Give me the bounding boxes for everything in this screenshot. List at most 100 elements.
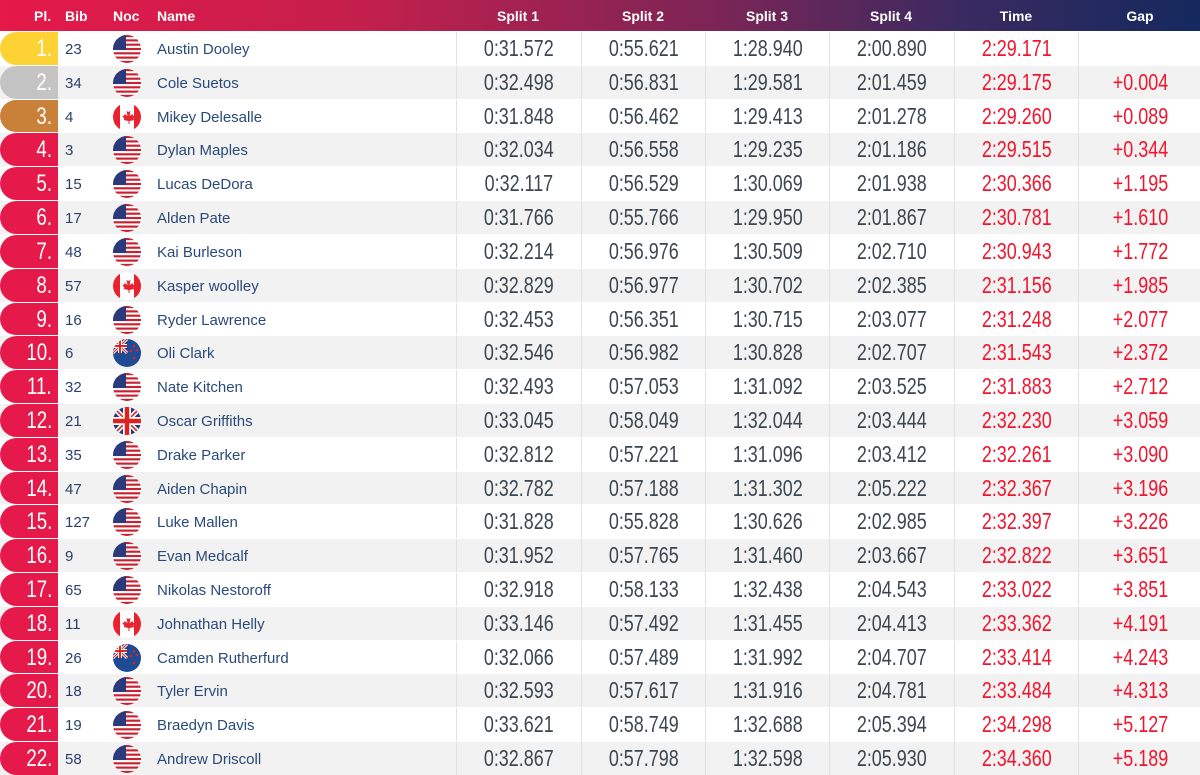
time-cell: 2:29.171 [954, 32, 1079, 65]
place-badge: 20. [0, 674, 58, 708]
split4-cell: 2:05.222 [829, 471, 954, 505]
split2-cell: 0:57.765 [581, 539, 706, 572]
split2-cell: 0:55.621 [581, 32, 706, 65]
table-row: 9. 16 Ryder Lawrence 0:32.453 0:56.351 1:30… [0, 301, 1200, 336]
split3-cell: 1:30.626 [705, 505, 830, 539]
split2-cell: 0:56.977 [581, 268, 706, 302]
gap-cell: +3.651 [1078, 539, 1200, 572]
place-badge: 5. [0, 167, 58, 201]
split4-cell: 2:05.394 [829, 708, 954, 742]
place-badge: 4. [0, 133, 58, 167]
header-noc: Noc [113, 8, 140, 24]
split2-cell: 0:55.766 [581, 201, 706, 234]
split2-cell: 0:56.831 [581, 65, 706, 99]
bib-number: 58 [65, 751, 82, 769]
place-badge: 10. [0, 336, 58, 370]
header-place: Pl. [34, 8, 52, 24]
split2-cell: 0:56.462 [581, 99, 706, 133]
place-badge: 15. [0, 505, 58, 539]
bib-number: 4 [65, 108, 74, 126]
flag-usa-icon [113, 745, 141, 774]
table-row: 19. 26 Camden Rutherfurd 0:32.066 0:57.489… [0, 639, 1200, 674]
time-cell: 2:32.822 [954, 539, 1079, 572]
table-row: 8. 57 Kasper woolley 0:32.829 0:56.977 1:30… [0, 267, 1200, 302]
bib-number: 57 [65, 277, 82, 295]
table-row: 21. 19 Braedyn Davis 0:33.621 0:58.749 1:32… [0, 707, 1200, 742]
gap-cell: +4.313 [1078, 674, 1200, 708]
split2-cell: 0:57.617 [581, 674, 706, 708]
flag-can-icon [113, 609, 141, 638]
athlete-name: Camden Rutherfurd [157, 649, 289, 667]
table-row: 12. 21 Oscar Griffiths 0:33.045 0:58.049 1:… [0, 402, 1200, 437]
split1-cell: 0:32.867 [456, 742, 581, 775]
bib-number: 6 [65, 345, 74, 363]
split4-cell: 2:02.710 [829, 234, 954, 268]
bib-number: 18 [65, 683, 82, 701]
athlete-name: Cole Suetos [157, 74, 239, 92]
split2-cell: 0:57.798 [581, 742, 706, 775]
table-row: 13. 35 Drake Parker 0:32.812 0:57.221 1:31.… [0, 436, 1200, 471]
place-badge: 16. [0, 539, 58, 572]
split2-cell: 0:57.221 [581, 437, 706, 471]
flag-usa-icon [113, 474, 141, 503]
time-cell: 2:33.022 [954, 573, 1079, 606]
athlete-name: Braedyn Davis [157, 717, 255, 735]
athlete-name: Ryder Lawrence [157, 311, 267, 329]
flag-can-icon [113, 102, 141, 131]
time-cell: 2:32.230 [954, 403, 1079, 437]
gap-cell: +4.191 [1078, 606, 1200, 640]
split3-cell: 1:32.598 [705, 742, 830, 775]
table-row: 4. 3 Dylan Maples 0:32.034 0:56.558 1:29.23… [0, 132, 1200, 167]
split3-cell: 1:29.413 [705, 99, 830, 133]
split2-cell: 0:58.133 [581, 573, 706, 606]
flag-nzl-icon [113, 643, 141, 672]
place-badge: 11. [0, 370, 58, 403]
bib-number: 15 [65, 176, 82, 194]
table-row: 10. 6 Oli Clark 0:32.546 0:56.982 1:30.828 2… [0, 335, 1200, 370]
bib-number: 21 [65, 412, 82, 430]
time-cell: 2:33.362 [954, 606, 1079, 640]
split1-cell: 0:31.572 [456, 32, 581, 65]
split3-cell: 1:29.581 [705, 65, 830, 99]
split4-cell: 2:04.707 [829, 640, 954, 674]
place-badge: 17. [0, 573, 58, 606]
gap-cell: +3.196 [1078, 471, 1200, 505]
bib-number: 127 [65, 514, 91, 532]
bib-number: 47 [65, 480, 82, 498]
gap-cell: +1.610 [1078, 201, 1200, 234]
split4-cell: 2:02.985 [829, 505, 954, 539]
split4-cell: 2:02.707 [829, 336, 954, 370]
flag-usa-icon [113, 35, 141, 63]
flag-usa-icon [113, 305, 141, 334]
split1-cell: 0:32.453 [456, 302, 581, 336]
gap-cell: +2.372 [1078, 336, 1200, 370]
split3-cell: 1:31.992 [705, 640, 830, 674]
gap-cell: +0.004 [1078, 65, 1200, 99]
time-cell: 2:32.367 [954, 471, 1079, 505]
split1-cell: 0:31.828 [456, 505, 581, 539]
time-cell: 2:31.248 [954, 302, 1079, 336]
split4-cell: 2:04.781 [829, 674, 954, 708]
split2-cell: 0:56.529 [581, 167, 706, 201]
time-cell: 2:31.883 [954, 370, 1079, 403]
gap-cell: +5.127 [1078, 708, 1200, 742]
split1-cell: 0:32.117 [456, 167, 581, 201]
header-bib: Bib [65, 8, 88, 24]
place-badge: 13. [0, 437, 58, 471]
flag-usa-icon [113, 542, 141, 571]
split2-cell: 0:58.049 [581, 403, 706, 437]
header-split2: Split 2 [621, 8, 664, 24]
split3-cell: 1:32.044 [705, 403, 830, 437]
place-badge: 8. [0, 268, 58, 302]
athlete-name: Nate Kitchen [157, 379, 243, 397]
athlete-name: Drake Parker [157, 446, 246, 464]
time-cell: 2:30.781 [954, 201, 1079, 234]
flag-usa-icon [113, 204, 141, 233]
split3-cell: 1:31.460 [705, 539, 830, 572]
place-badge: 6. [0, 201, 58, 234]
place-badge: 21. [0, 708, 58, 742]
split2-cell: 0:57.188 [581, 471, 706, 505]
header-split4: Split 4 [869, 8, 912, 24]
time-cell: 2:33.484 [954, 674, 1079, 708]
flag-usa-icon [113, 237, 141, 266]
